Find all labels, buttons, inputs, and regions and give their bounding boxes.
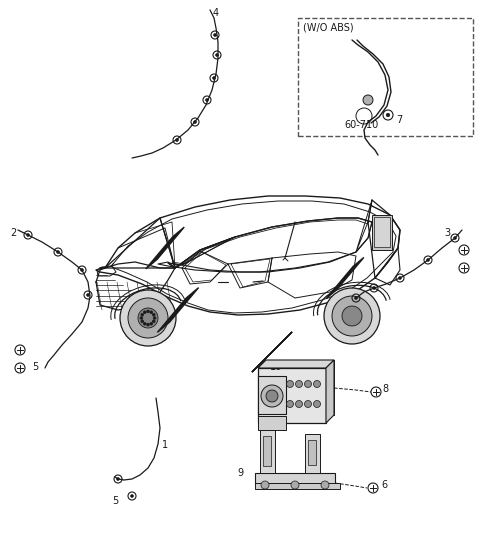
Circle shape — [427, 259, 430, 261]
Circle shape — [454, 237, 456, 239]
Text: 4: 4 — [213, 8, 219, 18]
Bar — [255, 473, 335, 485]
Polygon shape — [157, 288, 199, 332]
Circle shape — [153, 316, 156, 320]
Circle shape — [261, 385, 283, 407]
Text: 5: 5 — [32, 362, 38, 372]
Circle shape — [150, 311, 153, 314]
Circle shape — [117, 478, 120, 480]
Circle shape — [57, 251, 60, 253]
Circle shape — [131, 494, 133, 498]
Circle shape — [355, 296, 358, 300]
Bar — [258, 368, 326, 423]
Circle shape — [26, 233, 29, 236]
Circle shape — [342, 306, 362, 326]
Polygon shape — [326, 257, 364, 299]
Circle shape — [128, 298, 168, 338]
Circle shape — [287, 380, 293, 387]
Bar — [258, 416, 286, 430]
Circle shape — [296, 380, 302, 387]
Circle shape — [205, 98, 208, 101]
Bar — [298, 18, 473, 136]
Circle shape — [86, 294, 89, 296]
Circle shape — [372, 287, 375, 289]
Circle shape — [296, 400, 302, 407]
Circle shape — [141, 313, 144, 316]
Circle shape — [216, 54, 218, 56]
Circle shape — [304, 400, 312, 407]
Text: 6: 6 — [381, 480, 387, 490]
Circle shape — [143, 322, 146, 325]
Bar — [308, 440, 316, 465]
Polygon shape — [258, 360, 334, 368]
Circle shape — [176, 139, 179, 141]
Circle shape — [140, 316, 143, 320]
Circle shape — [150, 322, 153, 325]
Bar — [255, 483, 340, 489]
Polygon shape — [266, 360, 334, 415]
Circle shape — [398, 277, 401, 279]
Circle shape — [81, 268, 84, 271]
Circle shape — [386, 114, 390, 117]
Polygon shape — [252, 332, 292, 372]
Circle shape — [304, 380, 312, 387]
Circle shape — [332, 296, 372, 336]
Text: 5: 5 — [112, 496, 118, 506]
Text: (W/O ABS): (W/O ABS) — [303, 23, 354, 33]
Text: 60-710: 60-710 — [344, 120, 378, 130]
Circle shape — [291, 481, 299, 489]
Circle shape — [193, 121, 196, 123]
Circle shape — [313, 400, 321, 407]
Circle shape — [146, 323, 149, 326]
Bar — [374, 217, 390, 247]
Text: 8: 8 — [382, 384, 388, 394]
Circle shape — [213, 76, 216, 80]
Text: 7: 7 — [396, 115, 402, 125]
Text: 3: 3 — [444, 228, 450, 238]
Text: 2: 2 — [10, 228, 16, 238]
Circle shape — [152, 320, 155, 323]
Polygon shape — [260, 428, 275, 473]
Text: 9: 9 — [237, 468, 243, 478]
Text: 10: 10 — [270, 362, 282, 372]
Text: 1: 1 — [162, 440, 168, 450]
Polygon shape — [146, 227, 184, 269]
Circle shape — [321, 481, 329, 489]
Circle shape — [266, 390, 278, 402]
Bar — [258, 376, 286, 414]
Circle shape — [313, 380, 321, 387]
Circle shape — [261, 481, 269, 489]
Circle shape — [152, 313, 155, 316]
Polygon shape — [305, 434, 320, 473]
Circle shape — [363, 95, 373, 105]
Circle shape — [120, 290, 176, 346]
Circle shape — [138, 308, 158, 328]
Polygon shape — [326, 360, 334, 423]
Bar — [263, 436, 271, 466]
Circle shape — [324, 288, 380, 344]
Circle shape — [287, 400, 293, 407]
Circle shape — [143, 311, 146, 314]
Circle shape — [214, 33, 216, 37]
Circle shape — [141, 320, 144, 323]
Circle shape — [146, 310, 149, 313]
Bar — [372, 215, 392, 250]
